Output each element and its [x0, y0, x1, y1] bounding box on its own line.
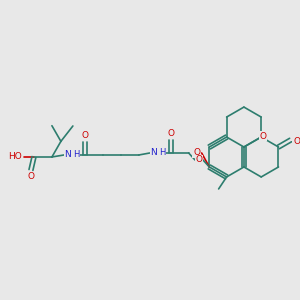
Text: O: O: [27, 172, 34, 182]
Text: N: N: [150, 148, 157, 158]
Text: O: O: [167, 128, 174, 137]
Text: HO: HO: [8, 152, 22, 161]
Text: H: H: [73, 151, 79, 160]
Text: N: N: [64, 151, 71, 160]
Text: O: O: [81, 130, 88, 140]
Text: H: H: [159, 148, 165, 158]
Text: O: O: [293, 136, 300, 146]
Text: O: O: [260, 131, 267, 140]
Text: O: O: [193, 148, 200, 158]
Text: O: O: [196, 155, 202, 164]
